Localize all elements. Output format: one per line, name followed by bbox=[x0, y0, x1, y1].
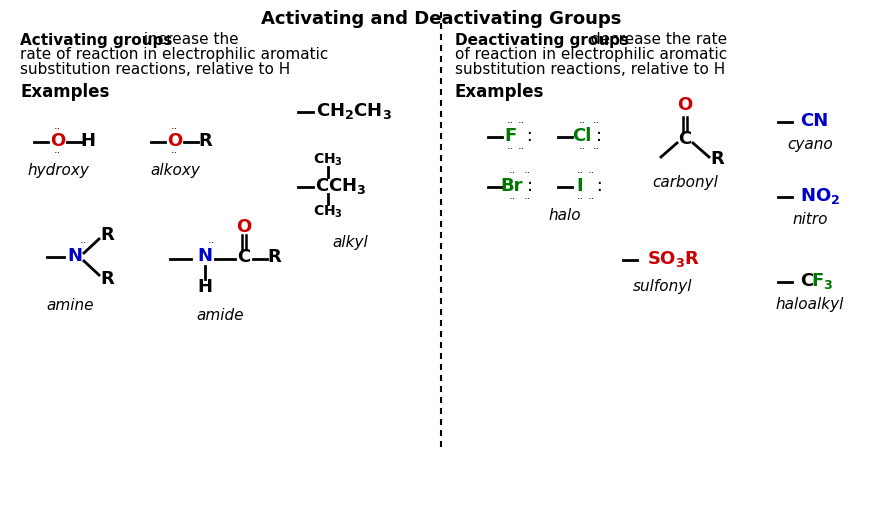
Text: R: R bbox=[101, 226, 114, 244]
Text: ··: ·· bbox=[54, 124, 61, 134]
Text: ··: ·· bbox=[518, 144, 525, 154]
Text: N: N bbox=[68, 247, 83, 265]
Text: ··: ·· bbox=[523, 168, 531, 178]
Text: C: C bbox=[678, 130, 691, 148]
Text: :: : bbox=[596, 127, 602, 145]
Text: cyano: cyano bbox=[787, 137, 833, 152]
Text: H: H bbox=[198, 278, 213, 296]
Text: Cl: Cl bbox=[572, 127, 592, 145]
Text: $\mathbf{CH_2CH_3}$: $\mathbf{CH_2CH_3}$ bbox=[316, 101, 392, 121]
Text: CN: CN bbox=[800, 112, 828, 130]
Text: haloalkyl: haloalkyl bbox=[776, 296, 844, 311]
Text: halo: halo bbox=[549, 207, 581, 223]
Text: C: C bbox=[237, 248, 250, 266]
Text: :: : bbox=[527, 177, 533, 195]
Text: O: O bbox=[50, 132, 65, 150]
Text: amide: amide bbox=[197, 308, 243, 323]
Text: increase the: increase the bbox=[139, 32, 239, 48]
Text: Examples: Examples bbox=[20, 83, 109, 101]
Text: ··: ·· bbox=[54, 148, 61, 158]
Text: $\mathbf{SO_3R}$: $\mathbf{SO_3R}$ bbox=[647, 249, 700, 269]
Text: Activating groups: Activating groups bbox=[20, 32, 172, 48]
Text: ··: ·· bbox=[587, 168, 594, 178]
Text: ··: ·· bbox=[508, 194, 516, 204]
Text: alkyl: alkyl bbox=[333, 234, 368, 249]
Text: of reaction in electrophilic aromatic: of reaction in electrophilic aromatic bbox=[455, 48, 728, 62]
Text: R: R bbox=[267, 248, 280, 266]
Text: substitution reactions, relative to H: substitution reactions, relative to H bbox=[455, 62, 725, 77]
Text: substitution reactions, relative to H: substitution reactions, relative to H bbox=[20, 62, 290, 77]
Text: amine: amine bbox=[46, 297, 93, 312]
Text: sulfonyl: sulfonyl bbox=[633, 279, 692, 293]
Text: O: O bbox=[168, 132, 183, 150]
Text: R: R bbox=[710, 150, 724, 168]
Text: F: F bbox=[504, 127, 516, 145]
Text: :: : bbox=[521, 127, 533, 145]
Text: rate of reaction in electrophilic aromatic: rate of reaction in electrophilic aromat… bbox=[20, 48, 328, 62]
Text: O: O bbox=[677, 96, 692, 114]
Text: ··: ·· bbox=[170, 148, 177, 158]
Text: $\mathbf{CCH_3}$: $\mathbf{CCH_3}$ bbox=[315, 176, 366, 196]
Text: H: H bbox=[80, 132, 95, 150]
Text: $\mathbf{F_3}$: $\mathbf{F_3}$ bbox=[811, 271, 833, 291]
Text: Examples: Examples bbox=[455, 83, 544, 101]
Text: I: I bbox=[577, 177, 583, 195]
Text: Deactivating groups: Deactivating groups bbox=[455, 32, 629, 48]
Text: ··: ·· bbox=[587, 194, 594, 204]
Text: hydroxy: hydroxy bbox=[27, 162, 89, 178]
Text: ··: ·· bbox=[523, 194, 531, 204]
Text: alkoxy: alkoxy bbox=[150, 162, 200, 178]
Text: ··: ·· bbox=[79, 238, 86, 248]
Text: O: O bbox=[236, 218, 251, 236]
Text: :: : bbox=[591, 177, 603, 195]
Text: Activating and Deactivating Groups: Activating and Deactivating Groups bbox=[261, 10, 621, 28]
Text: decrease the rate: decrease the rate bbox=[586, 32, 727, 48]
Text: ··: ·· bbox=[593, 144, 600, 154]
Text: carbonyl: carbonyl bbox=[652, 175, 718, 189]
Text: ··: ·· bbox=[579, 118, 586, 128]
Text: $\mathbf{NO_2}$: $\mathbf{NO_2}$ bbox=[800, 186, 841, 206]
Text: ··: ·· bbox=[508, 168, 516, 178]
Text: R: R bbox=[101, 270, 114, 288]
Text: $\mathbf{CH_3}$: $\mathbf{CH_3}$ bbox=[313, 204, 343, 220]
Text: ··: ·· bbox=[207, 238, 214, 248]
Text: ··: ·· bbox=[579, 144, 586, 154]
Text: ··: ·· bbox=[506, 118, 513, 128]
Text: $\mathbf{CH_3}$: $\mathbf{CH_3}$ bbox=[313, 152, 343, 168]
Text: Br: Br bbox=[501, 177, 523, 195]
Text: ··: ·· bbox=[518, 118, 525, 128]
Text: ··: ·· bbox=[170, 124, 177, 134]
Text: ··: ·· bbox=[593, 118, 600, 128]
Text: nitro: nitro bbox=[792, 211, 827, 226]
Text: ··: ·· bbox=[576, 194, 584, 204]
Text: ··: ·· bbox=[576, 168, 584, 178]
Text: N: N bbox=[198, 247, 213, 265]
Text: R: R bbox=[198, 132, 212, 150]
Text: C: C bbox=[800, 272, 813, 290]
Text: ··: ·· bbox=[506, 144, 513, 154]
